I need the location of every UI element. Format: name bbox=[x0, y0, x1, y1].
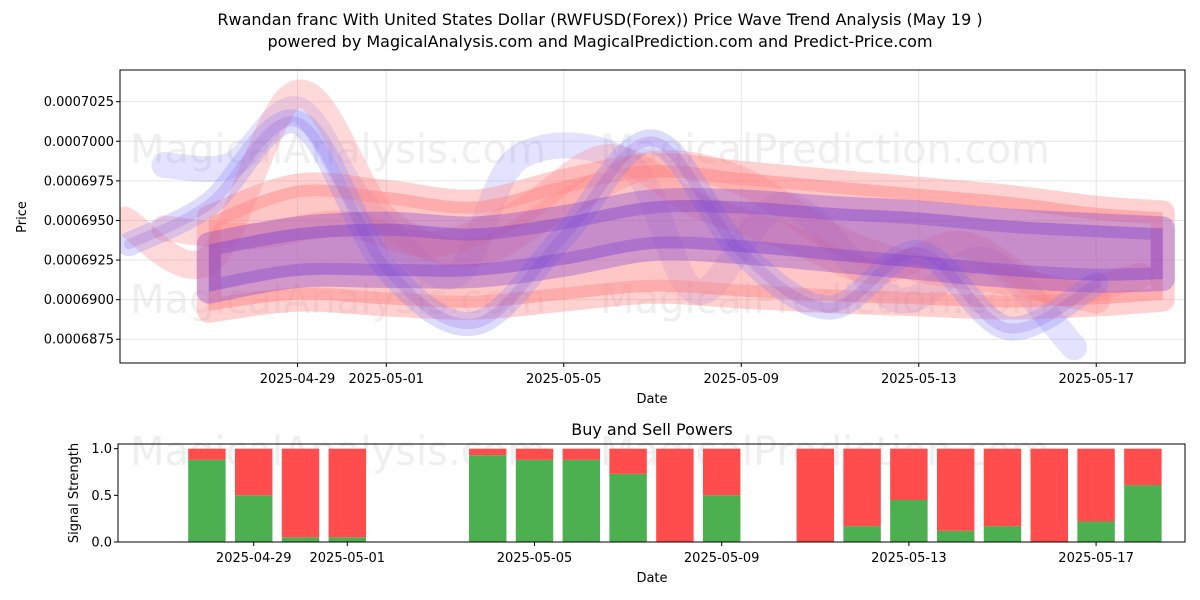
main-x-axis-label: Date bbox=[636, 392, 667, 407]
buy-sell-power-chart: Buy and Sell Powers MagicalAnalysis.com … bbox=[67, 420, 1186, 586]
purple-wave-core bbox=[123, 116, 1102, 334]
power-y-tick-label: 0.0 bbox=[91, 536, 112, 551]
buy-power-bar bbox=[1077, 521, 1115, 542]
main-x-tick-label: 2025-05-01 bbox=[348, 372, 424, 387]
sell-power-bar bbox=[562, 448, 601, 460]
buy-power-bar bbox=[702, 495, 741, 542]
buy-power-bar bbox=[936, 530, 975, 542]
price-wave-chart: MagicalAnalysis.com MagicalPrediction.co… bbox=[15, 69, 1186, 407]
sell-power-bar bbox=[936, 448, 975, 531]
main-y-axis: 0.0006875 0.0006900 0.0006925 0.0006950 0.00… bbox=[44, 95, 120, 348]
buy-power-bar bbox=[890, 500, 928, 542]
red-wave-line bbox=[151, 144, 1154, 306]
blue-wave-line bbox=[151, 96, 1088, 361]
main-y-tick-label: 0.0006875 bbox=[44, 333, 114, 348]
power-x-tick-label: 2025-05-05 bbox=[497, 551, 573, 566]
chart-title-line1: Rwandan franc With United States Dollar … bbox=[217, 10, 983, 29]
blue-wave-line bbox=[120, 109, 1109, 341]
watermark-magicalprediction: MagicalPrediction.com bbox=[600, 277, 1050, 323]
purple-trend-band bbox=[196, 188, 1175, 304]
buy-power-bar bbox=[1124, 485, 1162, 542]
power-y-tick-label: 0.5 bbox=[91, 489, 112, 504]
sell-power-bar bbox=[234, 448, 273, 496]
red-trend-band bbox=[196, 152, 1175, 323]
power-x-axis: 2025-04-29 2025-05-01 2025-05-05 2025-05-09… bbox=[216, 542, 1134, 566]
watermark-magicalanalysis: MagicalAnalysis.com bbox=[130, 277, 546, 323]
sell-power-bar bbox=[515, 448, 554, 460]
main-watermarks: MagicalAnalysis.com MagicalPrediction.co… bbox=[130, 127, 1050, 323]
red-wave-line bbox=[120, 79, 1111, 314]
power-y-tick-label: 1.0 bbox=[91, 442, 112, 457]
power-plot-frame bbox=[117, 443, 1186, 543]
main-plot-area bbox=[120, 79, 1175, 361]
sell-power-bar bbox=[328, 448, 367, 538]
buy-power-bar bbox=[609, 473, 647, 542]
power-y-axis-label: Signal Strength bbox=[67, 443, 82, 543]
power-x-tick-label: 2025-05-09 bbox=[684, 551, 760, 566]
buy-power-bar bbox=[328, 537, 367, 542]
main-y-tick-label: 0.0006900 bbox=[44, 293, 114, 308]
sell-power-bar bbox=[656, 448, 694, 542]
main-plot-frame bbox=[119, 69, 1186, 364]
power-x-tick-label: 2025-05-13 bbox=[871, 551, 947, 566]
sell-power-bar bbox=[843, 448, 881, 527]
sell-power-bar bbox=[796, 448, 835, 542]
main-y-tick-label: 0.0007025 bbox=[44, 95, 114, 110]
sell-power-bar bbox=[983, 448, 1022, 527]
main-y-tick-label: 0.0006975 bbox=[44, 174, 114, 189]
main-x-tick-label: 2025-05-09 bbox=[703, 372, 779, 387]
buy-power-bar bbox=[843, 526, 881, 542]
power-chart-title: Buy and Sell Powers bbox=[571, 420, 733, 439]
main-x-tick-label: 2025-05-13 bbox=[881, 372, 957, 387]
main-y-axis-label: Price bbox=[15, 201, 30, 233]
main-y-tick-label: 0.0006950 bbox=[44, 214, 114, 229]
sell-power-bar bbox=[281, 448, 320, 538]
buy-power-bar bbox=[188, 459, 226, 542]
main-y-tick-label: 0.0006925 bbox=[44, 254, 114, 269]
sell-power-bar bbox=[609, 448, 647, 474]
power-y-axis: 0.0 0.5 1.0 bbox=[91, 442, 118, 551]
sell-power-bar bbox=[1124, 448, 1162, 486]
main-x-axis: 2025-04-29 2025-05-01 2025-05-05 2025-05-09… bbox=[260, 363, 1134, 387]
buy-power-bar bbox=[562, 459, 601, 542]
buy-power-bar bbox=[468, 455, 507, 542]
power-bars bbox=[188, 448, 1162, 542]
watermark-magicalprediction: MagicalPrediction.com bbox=[600, 127, 1050, 173]
main-x-tick-label: 2025-05-05 bbox=[526, 372, 602, 387]
power-x-tick-label: 2025-04-29 bbox=[216, 551, 292, 566]
sell-power-bar bbox=[702, 448, 741, 496]
buy-power-bar bbox=[281, 537, 320, 542]
power-x-axis-label: Date bbox=[636, 571, 667, 586]
power-x-tick-label: 2025-05-17 bbox=[1058, 551, 1134, 566]
main-x-tick-label: 2025-04-29 bbox=[260, 372, 336, 387]
sell-power-bar bbox=[1030, 448, 1069, 542]
main-grid bbox=[120, 70, 1185, 363]
power-x-tick-label: 2025-05-01 bbox=[310, 551, 386, 566]
buy-power-bar bbox=[234, 495, 273, 542]
sell-power-bar bbox=[468, 448, 507, 456]
sell-power-bar bbox=[1077, 448, 1115, 522]
chart-title: Rwandan franc With United States Dollar … bbox=[0, 9, 1200, 53]
buy-power-bar bbox=[983, 526, 1022, 542]
main-y-tick-label: 0.0007000 bbox=[44, 135, 114, 150]
watermark-magicalanalysis: MagicalAnalysis.com bbox=[130, 127, 546, 173]
chart-title-line2: powered by MagicalAnalysis.com and Magic… bbox=[267, 32, 933, 51]
buy-power-bar bbox=[515, 459, 554, 542]
sell-power-bar bbox=[890, 448, 928, 500]
main-x-tick-label: 2025-05-17 bbox=[1058, 372, 1134, 387]
sell-power-bar bbox=[188, 448, 226, 460]
